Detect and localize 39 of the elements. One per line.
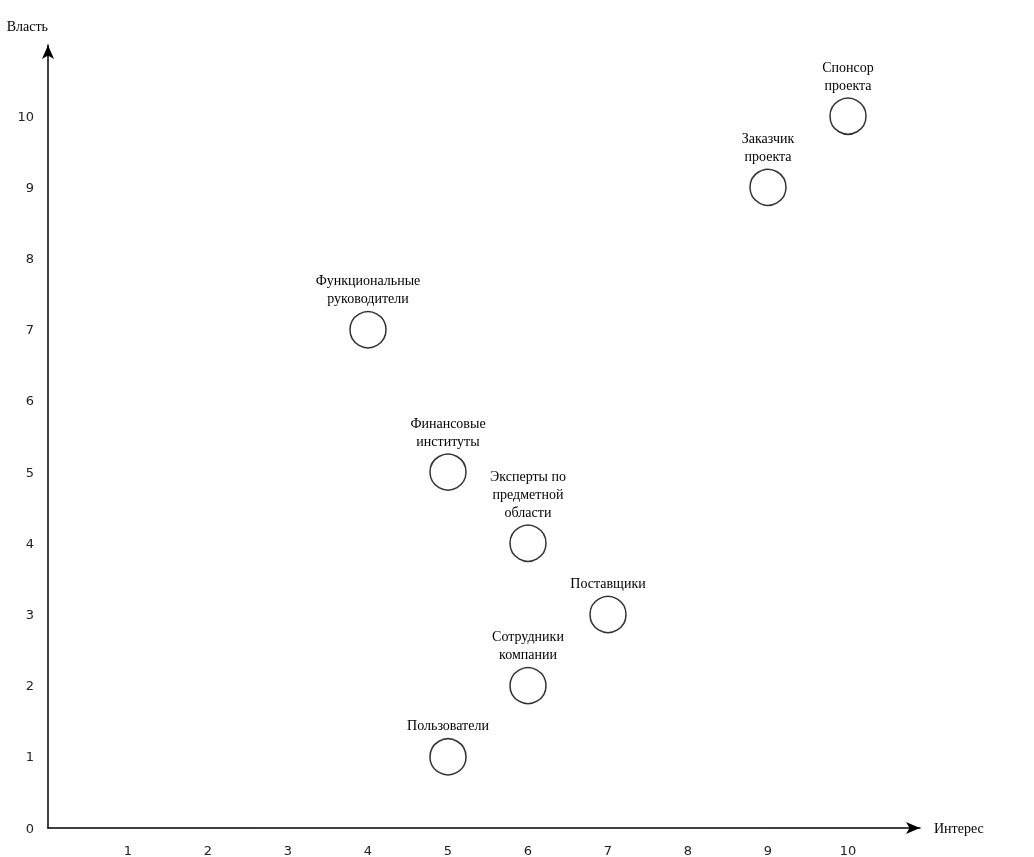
point <box>429 453 467 491</box>
x-tick-label: 1 <box>123 843 133 857</box>
x-tick-label: 10 <box>839 843 857 857</box>
point <box>589 595 627 634</box>
point <box>829 97 867 135</box>
point <box>429 738 467 776</box>
y-tick-label: 2 <box>25 678 34 694</box>
annotation: Спонсор проекта <box>822 59 874 93</box>
annotation: Функциональные руководители <box>315 273 421 307</box>
annotation: Сотрудники компании <box>492 629 565 663</box>
y-tick-label: 4 <box>25 535 34 551</box>
y-tick-label: 7 <box>25 322 34 338</box>
y-tick-label: 9 <box>25 179 34 195</box>
y-axis-title: Власть <box>6 18 48 34</box>
x-axis-title: Интерес <box>934 820 984 836</box>
annotation: Пользователи <box>407 718 490 734</box>
point <box>509 524 547 563</box>
annotation: Эксперты по предметной области <box>490 468 566 520</box>
point <box>749 168 787 207</box>
y-tick-label: 6 <box>25 393 34 409</box>
point <box>509 666 547 705</box>
x-tick-label: 8 <box>683 843 693 857</box>
x-tick-label: 5 <box>443 843 453 857</box>
y-tick-label: 8 <box>25 251 34 267</box>
x-tick-label: 3 <box>283 843 293 857</box>
x-tick-label: 2 <box>203 843 213 857</box>
annotation: Поставщики <box>570 575 647 591</box>
y-tick-label: 3 <box>25 606 34 622</box>
x-tick-label: 6 <box>523 843 533 857</box>
y-tick-label: 1 <box>25 749 34 765</box>
point <box>349 310 387 349</box>
y-tick-label: 0 <box>25 820 34 836</box>
x-tick-label: 9 <box>763 843 773 857</box>
annotation: Финансовые институты <box>410 415 486 449</box>
x-tick-label: 7 <box>603 843 613 857</box>
y-tick-label: 5 <box>25 464 34 480</box>
x-tick-label: 4 <box>363 843 373 857</box>
annotation: Заказчик проекта <box>741 130 795 164</box>
y-tick-label: 10 <box>17 108 34 124</box>
